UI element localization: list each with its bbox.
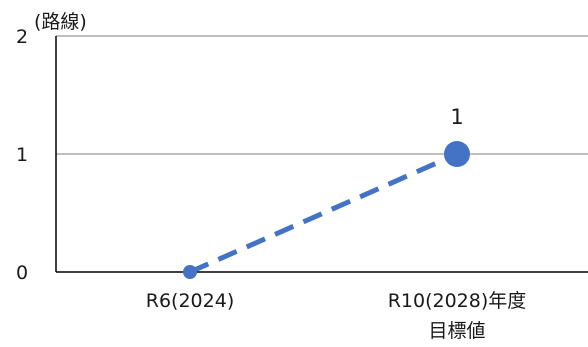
data-label: 1 [450, 105, 463, 129]
series-line [188, 151, 459, 275]
y-axis-unit-label: (路線) [34, 11, 87, 33]
series-line-group [183, 141, 470, 279]
y-axis-ticks: 0 1 2 [16, 26, 28, 284]
y-tick-label: 0 [16, 262, 28, 284]
data-labels: 1 [450, 105, 463, 129]
y-tick-label: 2 [16, 26, 28, 48]
x-tick-label: R10(2028)年度 [388, 290, 527, 312]
x-tick-label: R6(2024) [146, 290, 234, 312]
data-point [444, 141, 470, 167]
gridlines [56, 35, 588, 155]
x-tick-sublabel: 目標値 [428, 320, 485, 342]
y-tick-label: 1 [16, 144, 28, 166]
data-point [183, 265, 197, 279]
